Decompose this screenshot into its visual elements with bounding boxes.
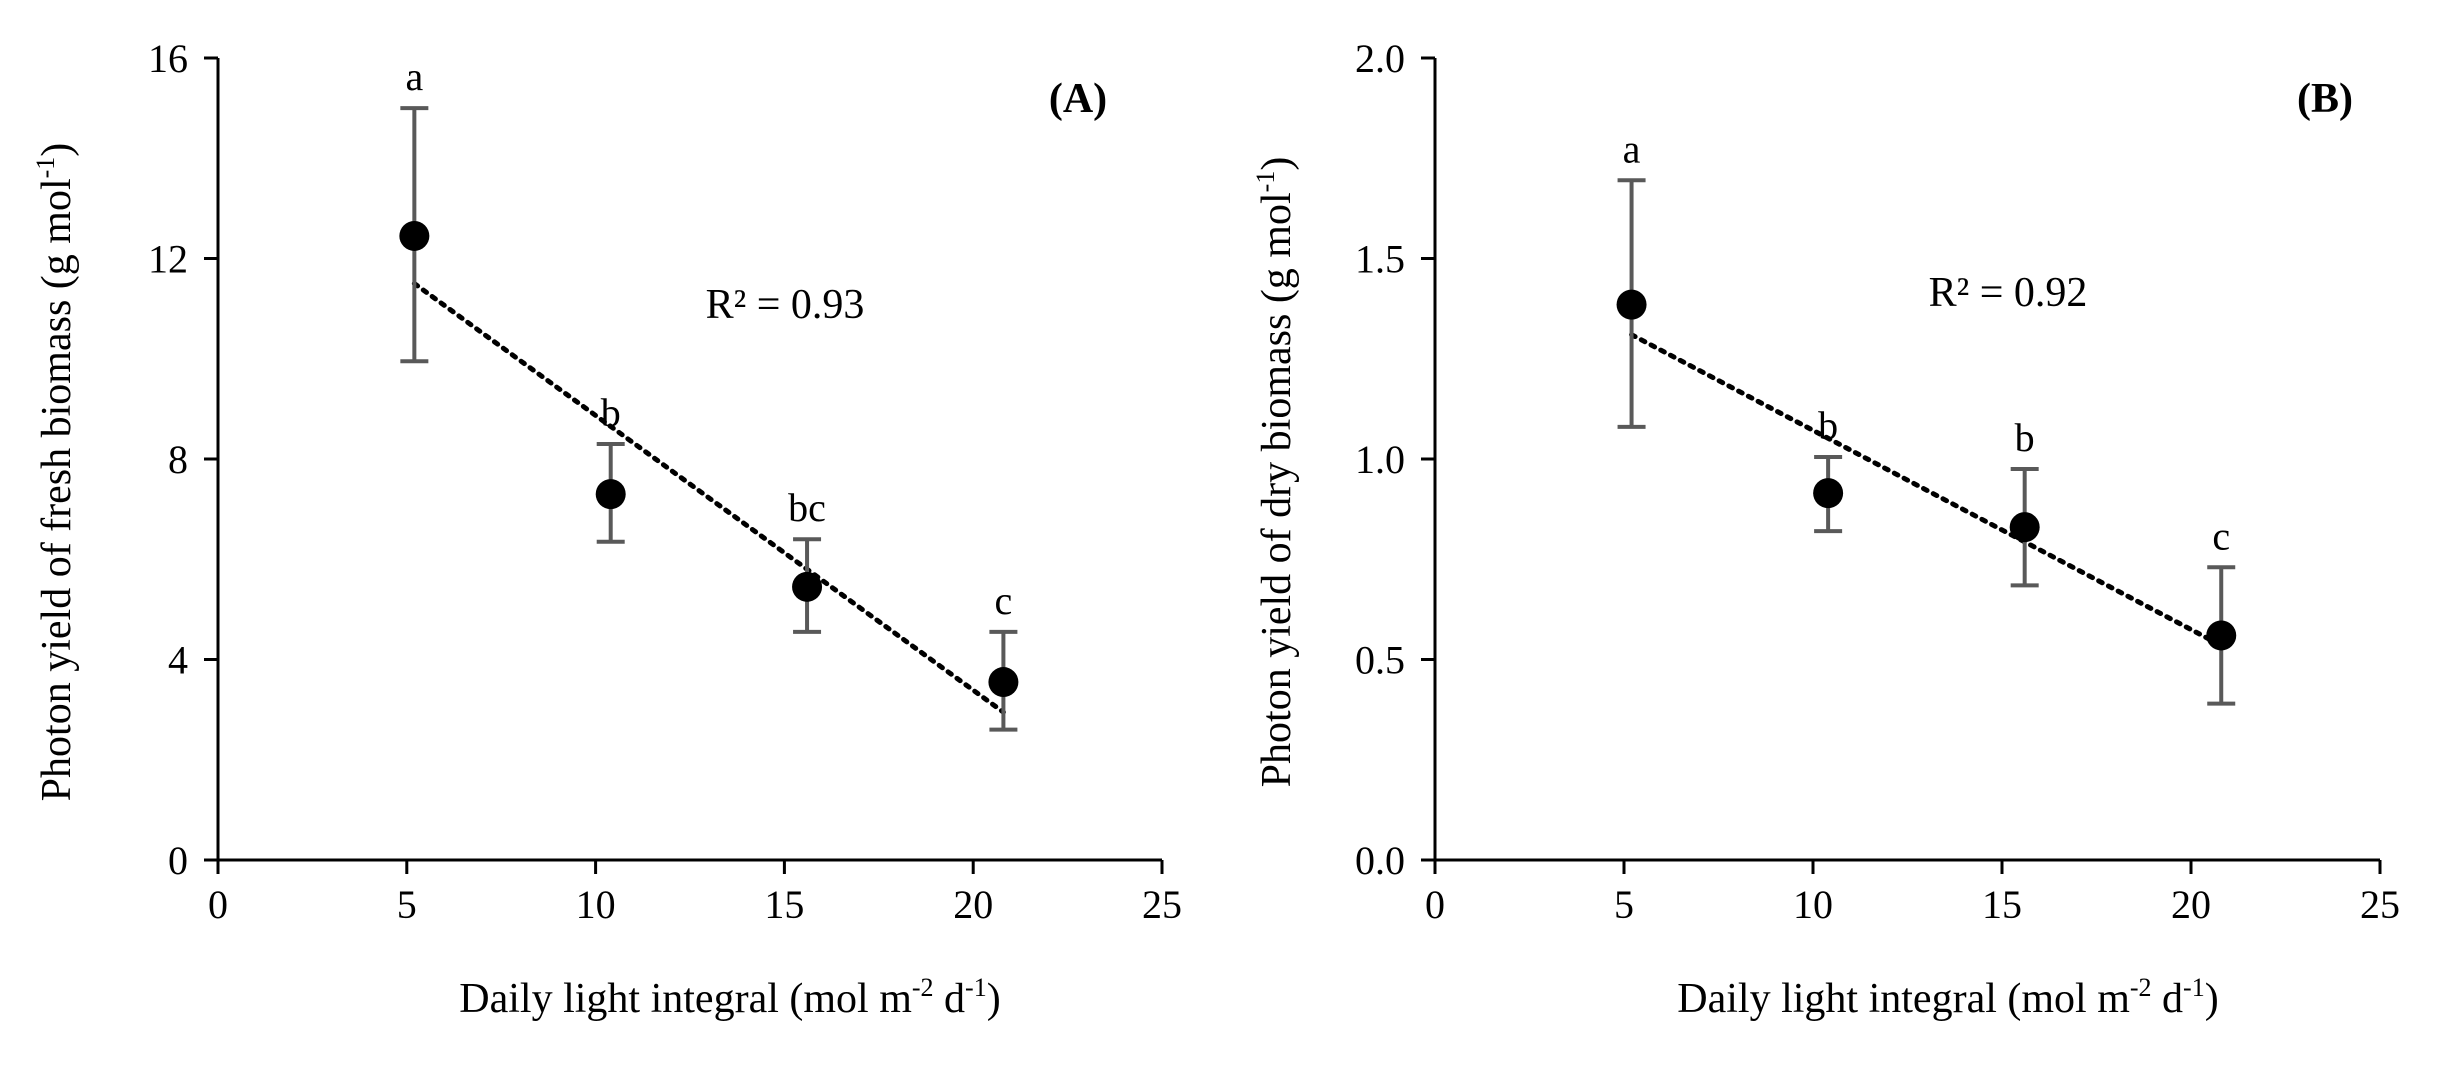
significance-letter: a: [405, 54, 423, 99]
panel-label: (A): [1049, 76, 1107, 122]
y-tick-label: 1.5: [1355, 237, 1405, 282]
panel-label: (B): [2297, 76, 2353, 122]
y-tick-label: 16: [148, 36, 188, 81]
r2-annotation: R² = 0.92: [1929, 270, 2088, 316]
x-tick-label: 20: [2171, 882, 2211, 927]
significance-letter: bc: [788, 485, 826, 530]
x-tick-label: 0: [1425, 882, 1445, 927]
y-tick-label: 4: [168, 638, 188, 683]
y-tick-label: 8: [168, 437, 188, 482]
y-tick-label: 0.5: [1355, 638, 1405, 683]
x-tick-label: 25: [2360, 882, 2400, 927]
significance-letter: b: [1818, 403, 1838, 448]
panel-a: 0 4 8 12 16 0 5 10 15 20 25 a b bc c (A) R² = 0.93 Da…: [31, 36, 1182, 1022]
trendline: [1629, 332, 2224, 648]
trendline: [411, 281, 1006, 715]
data-point: [988, 667, 1019, 698]
y-axis-title: Photon yield of fresh biomass (g mol-1): [31, 143, 80, 802]
data-point: [2206, 620, 2237, 651]
data-point: [1813, 478, 1844, 509]
data-point: [595, 479, 626, 510]
significance-letter: c: [2212, 513, 2230, 558]
x-tick-label: 0: [208, 882, 228, 927]
x-tick-label: 5: [1614, 882, 1634, 927]
y-axis-title: Photon yield of dry biomass (g mol-1): [1251, 157, 1300, 788]
x-tick-label: 15: [764, 882, 804, 927]
x-tick-label: 10: [1793, 882, 1833, 927]
y-tick-label: 0.0: [1355, 838, 1405, 883]
y-tick-label: 2.0: [1355, 36, 1405, 81]
x-tick-label: 10: [576, 882, 616, 927]
x-axis-title: Daily light integral (mol m-2 d-1): [1677, 973, 2218, 1022]
data-point: [792, 571, 823, 602]
x-tick-label: 5: [397, 882, 417, 927]
y-tick-label: 12: [148, 237, 188, 282]
data-point: [1616, 289, 1647, 320]
data-point: [399, 220, 430, 251]
significance-letter: b: [2015, 415, 2035, 460]
x-tick-label: 15: [1982, 882, 2022, 927]
x-axis-title: Daily light integral (mol m-2 d-1): [459, 973, 1000, 1022]
y-tick-label: 0: [168, 838, 188, 883]
x-tick-label: 25: [1142, 882, 1182, 927]
data-point: [2009, 512, 2040, 543]
y-tick-label: 1.0: [1355, 437, 1405, 482]
x-tick-label: 20: [953, 882, 993, 927]
significance-letter: c: [995, 578, 1013, 623]
significance-letter: b: [601, 390, 621, 435]
r2-annotation: R² = 0.93: [706, 282, 865, 328]
panel-b: 0.0 0.5 1.0 1.5 2.0 0 5 10 15 20 25 a b b c (B) R² = …: [1251, 36, 2400, 1022]
significance-letter: a: [1623, 126, 1641, 171]
